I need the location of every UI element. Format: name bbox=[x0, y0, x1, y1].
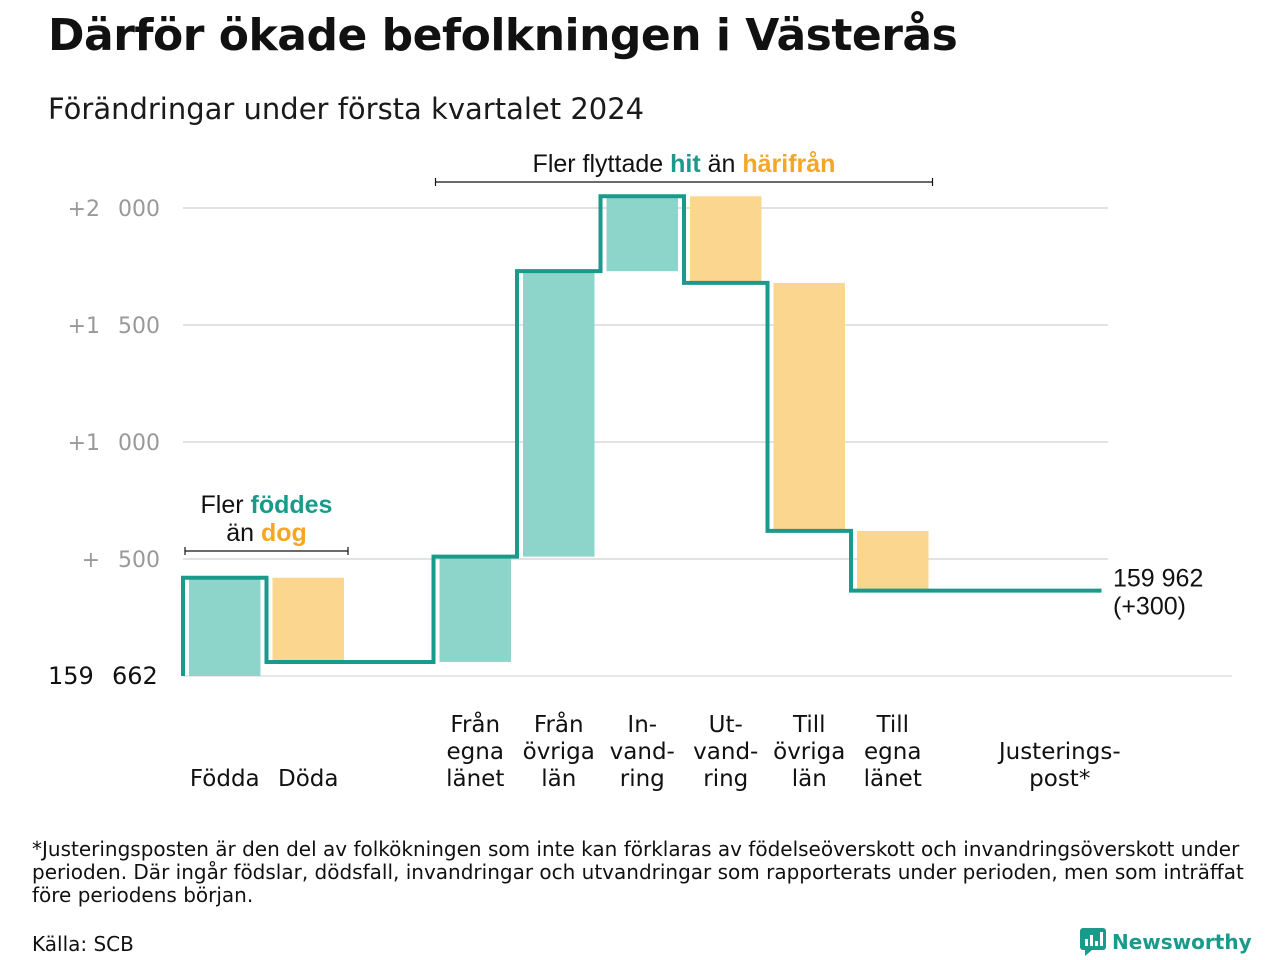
annotation-text: Fler flyttade hit än härifrån bbox=[533, 150, 836, 178]
category-label: Födda bbox=[190, 766, 260, 792]
footnote: *Justeringsposten är den del av folkökni… bbox=[32, 837, 1244, 907]
chart-title: Därför ökade befolkningen i Västerås bbox=[48, 10, 958, 61]
bar-increase bbox=[606, 196, 678, 272]
category-label: övriga bbox=[773, 739, 845, 765]
newsworthy-logo-icon bbox=[1080, 928, 1106, 956]
category-label: län bbox=[541, 766, 576, 792]
bar-increase bbox=[189, 577, 261, 676]
annotation-text: Fler föddes bbox=[201, 491, 333, 519]
source-label: Källa: SCB bbox=[32, 932, 134, 956]
y-tick-sign: +2 bbox=[68, 197, 100, 222]
category-label: post* bbox=[1029, 766, 1090, 792]
category-label: Till bbox=[875, 712, 909, 738]
bar-decrease bbox=[272, 577, 344, 662]
category-label: In- bbox=[627, 712, 657, 738]
category-label: Från bbox=[534, 710, 584, 738]
bar-decrease bbox=[773, 282, 845, 531]
annotation-text-part: föddes bbox=[251, 491, 333, 519]
category-label: länet bbox=[864, 766, 922, 792]
bar-increase bbox=[523, 271, 595, 557]
end-value-label: 159 962 bbox=[1113, 565, 1203, 593]
category-label: Från bbox=[450, 710, 500, 738]
category-label: vand- bbox=[693, 739, 758, 765]
y-tick-sign: + bbox=[82, 548, 100, 573]
waterfall-chart: +500 +1 000 +1 500 +2 000 159 662 159 962(+300) Fö… bbox=[48, 150, 1232, 792]
annotation-text-part: dog bbox=[261, 519, 307, 547]
running-total-line bbox=[181, 194, 1102, 676]
category-label: övriga bbox=[523, 739, 595, 765]
category-label: länet bbox=[446, 766, 504, 792]
category-label: Justerings- bbox=[997, 739, 1121, 765]
logo-name: Newsworthy bbox=[1112, 930, 1252, 954]
annotation-text: än dog bbox=[226, 519, 307, 547]
bar-increase bbox=[439, 556, 511, 662]
category-label: Döda bbox=[278, 766, 338, 792]
category-label: län bbox=[792, 766, 827, 792]
base-value-label-part: 159 bbox=[48, 662, 94, 690]
bar-decrease bbox=[690, 196, 762, 283]
base-value-label-part: 662 bbox=[112, 662, 158, 690]
annotation-text-part: hit bbox=[670, 150, 701, 178]
newsworthy-logo: Newsworthy bbox=[1080, 928, 1252, 956]
y-tick-label: 500 bbox=[118, 548, 160, 573]
category-label: Till bbox=[792, 712, 826, 738]
annotation-text-part: än bbox=[226, 519, 261, 547]
end-change-label: (+300) bbox=[1113, 593, 1186, 621]
category-label: egna bbox=[447, 739, 504, 765]
annotation-text-part: Fler flyttade bbox=[533, 150, 671, 178]
category-label: Ut- bbox=[709, 712, 743, 738]
annotation-text-part: härifrån bbox=[742, 150, 835, 178]
annotation-text-part: Fler bbox=[201, 491, 251, 519]
y-tick-label: 500 bbox=[118, 314, 160, 339]
chart-subtitle: Förändringar under första kvartalet 2024 bbox=[48, 92, 645, 126]
y-tick-label: 000 bbox=[118, 431, 160, 456]
category-label: ring bbox=[703, 766, 748, 792]
category-label: ring bbox=[620, 766, 665, 792]
y-tick-label: 000 bbox=[118, 197, 160, 222]
y-tick-sign: +1 bbox=[68, 314, 100, 339]
category-label: egna bbox=[864, 739, 921, 765]
category-label: vand- bbox=[610, 739, 675, 765]
y-tick-sign: +1 bbox=[68, 431, 100, 456]
bar-decrease bbox=[857, 530, 929, 591]
annotation-text-part: än bbox=[701, 150, 743, 178]
